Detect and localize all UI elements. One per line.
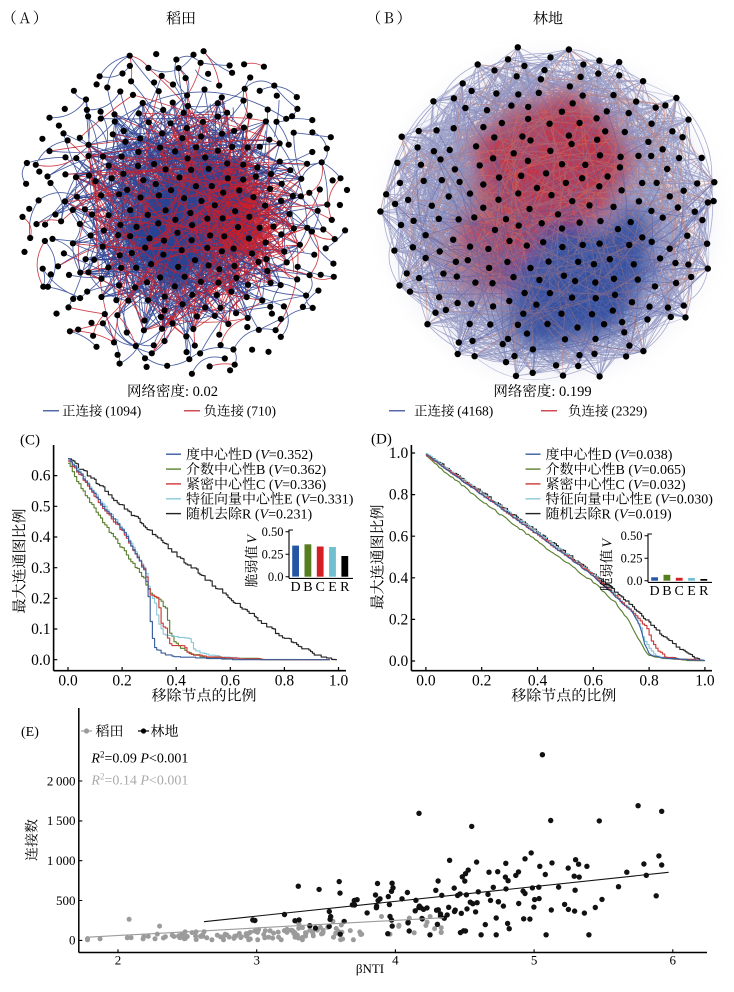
svg-text:1 500: 1 500 xyxy=(47,813,76,828)
svg-text:V: V xyxy=(619,508,629,523)
svg-text:0.0: 0.0 xyxy=(389,653,409,670)
svg-text:D (: D ( xyxy=(602,448,621,463)
svg-text:V: V xyxy=(274,478,284,493)
svg-text:(E): (E) xyxy=(21,725,39,740)
svg-text:V: V xyxy=(633,463,643,478)
svg-text:0.2: 0.2 xyxy=(472,673,491,690)
svg-text:B: B xyxy=(303,580,312,595)
svg-text:R: R xyxy=(699,584,709,599)
svg-text:5: 5 xyxy=(531,953,538,968)
svg-text:βNTI: βNTI xyxy=(356,961,384,976)
svg-text:0.6: 0.6 xyxy=(221,673,241,690)
svg-text:0.1: 0.1 xyxy=(31,621,50,638)
svg-text:=0.362): =0.362) xyxy=(282,463,326,478)
svg-text:R2=0.14 P<0.001: R2=0.14 P<0.001 xyxy=(90,772,188,789)
svg-text:V: V xyxy=(301,493,311,508)
svg-text:0.6: 0.6 xyxy=(584,673,604,690)
svg-text:B: B xyxy=(662,584,671,599)
svg-text:C: C xyxy=(675,584,684,599)
svg-text:0.25: 0.25 xyxy=(262,548,284,562)
svg-text:0.50: 0.50 xyxy=(621,529,643,543)
svg-text:0.50: 0.50 xyxy=(262,525,284,539)
svg-text:V: V xyxy=(620,448,630,463)
svg-text:0.4: 0.4 xyxy=(389,570,409,587)
svg-text:0.6: 0.6 xyxy=(389,528,409,545)
svg-text:0.4: 0.4 xyxy=(31,529,51,546)
svg-text:0.2: 0.2 xyxy=(31,590,50,607)
svg-text:0.25: 0.25 xyxy=(621,552,643,566)
svg-text:=0.032): =0.032) xyxy=(642,478,686,493)
svg-text:C (: C ( xyxy=(256,478,274,493)
svg-text:1.0: 1.0 xyxy=(329,673,349,690)
svg-text:0.8: 0.8 xyxy=(275,673,295,690)
svg-text:E: E xyxy=(687,584,696,599)
svg-text:B (: B ( xyxy=(616,463,634,478)
svg-text:C: C xyxy=(316,580,325,595)
svg-text:(710): (710) xyxy=(244,404,276,419)
svg-text:=0.352): =0.352) xyxy=(269,448,313,463)
svg-text:V: V xyxy=(601,538,616,548)
svg-text:R (: R ( xyxy=(602,508,620,523)
svg-text:(C): (C) xyxy=(20,433,40,449)
svg-text:: 0.199: : 0.199 xyxy=(551,384,591,400)
svg-text:1.0: 1.0 xyxy=(389,445,409,462)
svg-text:=0.331): =0.331) xyxy=(309,493,353,508)
svg-text:6: 6 xyxy=(670,953,677,968)
svg-text:0.2: 0.2 xyxy=(389,612,408,629)
svg-text:V: V xyxy=(260,448,270,463)
svg-text:C (: C ( xyxy=(616,478,634,493)
svg-text:500: 500 xyxy=(56,893,76,908)
svg-text:1 000: 1 000 xyxy=(47,853,76,868)
svg-text:1.0: 1.0 xyxy=(695,673,715,690)
svg-text:(2329): (2329) xyxy=(609,404,648,419)
svg-text:=0.231): =0.231) xyxy=(268,508,312,523)
svg-text:0: 0 xyxy=(69,933,76,948)
svg-text:=0.030): =0.030) xyxy=(669,493,713,508)
svg-text:B (: B ( xyxy=(256,463,274,478)
svg-text:R2=0.09 P<0.001: R2=0.09 P<0.001 xyxy=(90,749,188,766)
svg-text:: 0.02: : 0.02 xyxy=(185,384,218,400)
svg-text:=0.065): =0.065) xyxy=(642,463,686,478)
svg-text:=0.019): =0.019) xyxy=(628,508,672,523)
svg-text:0.0: 0.0 xyxy=(627,574,643,588)
svg-text:0.0: 0.0 xyxy=(58,673,78,690)
svg-text:0.4: 0.4 xyxy=(528,673,548,690)
svg-text:2: 2 xyxy=(115,953,122,968)
svg-text:0.2: 0.2 xyxy=(112,673,131,690)
svg-text:E (: E ( xyxy=(284,493,301,508)
svg-text:D (: D ( xyxy=(242,448,261,463)
svg-text:(4168): (4168) xyxy=(455,404,494,419)
svg-text:0.8: 0.8 xyxy=(639,673,659,690)
svg-text:=0.038): =0.038) xyxy=(628,448,672,463)
svg-text:V: V xyxy=(633,478,643,493)
svg-text:(1094): (1094) xyxy=(103,404,142,419)
svg-text:0.5: 0.5 xyxy=(31,498,51,515)
svg-text:D: D xyxy=(650,584,660,599)
svg-text:V: V xyxy=(274,463,284,478)
svg-text:0.0: 0.0 xyxy=(416,673,436,690)
svg-text:R (: R ( xyxy=(242,508,260,523)
svg-text:2 000: 2 000 xyxy=(47,773,76,788)
svg-text:V: V xyxy=(246,534,261,544)
svg-text:=0.336): =0.336) xyxy=(282,478,326,493)
svg-text:R: R xyxy=(340,580,350,595)
svg-text:0.3: 0.3 xyxy=(31,560,51,577)
svg-text:(D): (D) xyxy=(371,432,392,448)
svg-text:0.0: 0.0 xyxy=(31,652,51,669)
svg-text:V: V xyxy=(660,493,670,508)
svg-text:0.4: 0.4 xyxy=(167,673,187,690)
svg-text:0.0: 0.0 xyxy=(268,570,284,584)
svg-text:V: V xyxy=(260,508,270,523)
svg-text:0.8: 0.8 xyxy=(389,487,409,504)
svg-text:E (: E ( xyxy=(644,493,661,508)
svg-text:3: 3 xyxy=(253,953,260,968)
svg-text:0.6: 0.6 xyxy=(31,468,51,485)
svg-text:D: D xyxy=(291,580,301,595)
svg-text:4: 4 xyxy=(392,953,399,968)
svg-text:E: E xyxy=(328,580,337,595)
